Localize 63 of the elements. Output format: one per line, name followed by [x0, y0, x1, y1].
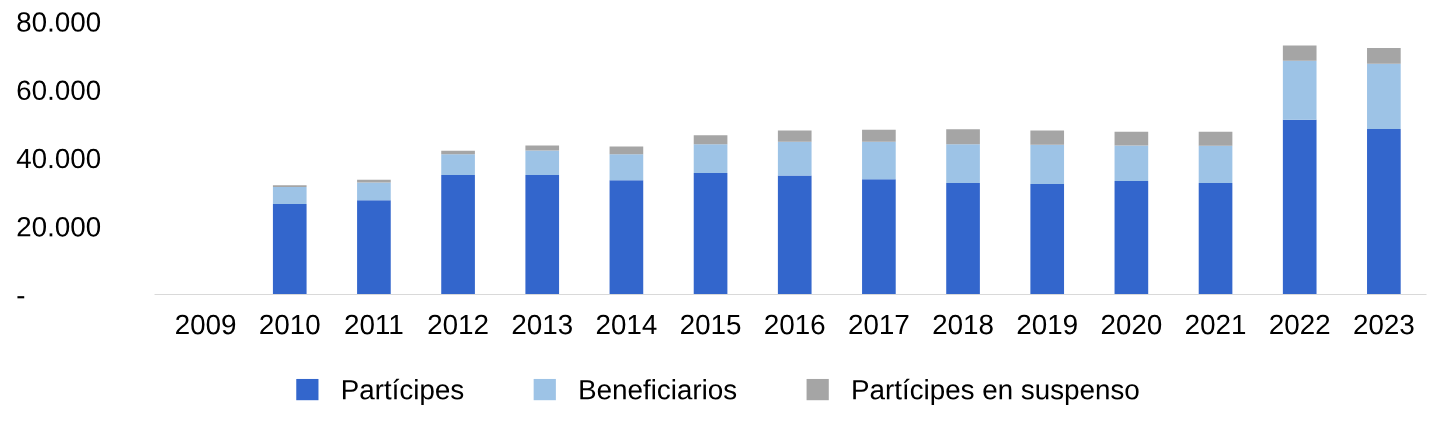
bar: [525, 145, 560, 151]
x-tick-label: 2019: [1017, 314, 1077, 335]
bar: [609, 146, 644, 155]
x-tick-label: 2020: [1101, 314, 1162, 335]
bar: [946, 144, 980, 183]
bar: [1114, 131, 1149, 146]
bar: [777, 130, 812, 142]
bar: [609, 154, 644, 181]
bar: [1367, 48, 1401, 64]
x-tick-label: 2021: [1186, 314, 1246, 335]
bar: [862, 141, 896, 180]
bar: [862, 179, 896, 295]
bar: [357, 179, 391, 183]
legend-label: Beneficiarios: [580, 379, 737, 400]
bar: [693, 135, 728, 145]
x-tick-label: 2022: [1270, 314, 1330, 335]
legend-label: Partícipes en suspenso: [853, 378, 1139, 405]
bar: [1282, 60, 1317, 120]
bar: [777, 175, 812, 295]
bar: [946, 129, 980, 145]
x-tick-label: 2012: [428, 314, 488, 335]
bar: [441, 154, 475, 176]
bar: [525, 175, 560, 295]
y-tick-label: -: [17, 296, 25, 299]
bar: [1030, 183, 1065, 295]
bar: [525, 150, 560, 176]
bar: [693, 173, 728, 295]
bar: [1367, 63, 1401, 130]
bar: [1282, 119, 1317, 295]
bar: [272, 204, 307, 295]
bar: [357, 182, 391, 201]
x-tick-label: 2014: [596, 314, 657, 335]
bar: [777, 141, 812, 176]
y-tick-label: 60.000: [17, 80, 101, 101]
x-tick-label: 2010: [260, 314, 320, 335]
x-tick-label: 2009: [176, 314, 236, 335]
bar: [1282, 45, 1317, 61]
bar: [1367, 129, 1401, 295]
bar: [1198, 182, 1233, 295]
bar: [609, 180, 644, 295]
x-tick-label: 2013: [512, 314, 572, 335]
bar: [1114, 180, 1149, 295]
bar: [862, 129, 896, 142]
x-tick-label: 2017: [849, 314, 909, 335]
x-tick-label: 2015: [681, 314, 741, 335]
bar: [693, 144, 728, 174]
bar: [1030, 144, 1065, 184]
y-tick-label: 20.000: [17, 216, 101, 237]
bar: [357, 200, 391, 295]
bar: [1114, 145, 1149, 181]
x-tick-label: 2011: [345, 314, 403, 335]
bar: [1198, 131, 1233, 146]
bar: [441, 175, 475, 295]
bar: [946, 182, 980, 295]
bar: [272, 187, 307, 205]
x-tick-label: 2016: [765, 314, 825, 335]
y-tick-label: 80.000: [17, 12, 101, 32]
x-tick-label: 2018: [933, 314, 993, 335]
legend-label: Partícipes: [342, 378, 464, 405]
y-tick-label: 40.000: [16, 148, 101, 169]
bar: [1030, 130, 1065, 145]
bar: [1198, 145, 1233, 183]
x-tick-label: 2023: [1354, 314, 1414, 335]
